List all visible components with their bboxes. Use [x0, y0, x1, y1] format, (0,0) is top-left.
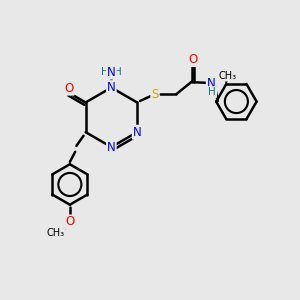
Text: S: S [151, 88, 159, 100]
Text: CH₃: CH₃ [46, 228, 65, 238]
Text: N: N [107, 140, 116, 154]
Text: O: O [65, 215, 74, 228]
Text: H: H [208, 87, 216, 97]
Text: H: H [101, 67, 109, 77]
Text: CH₃: CH₃ [219, 71, 237, 81]
Text: O: O [64, 82, 74, 95]
Text: N: N [107, 66, 116, 79]
Text: N: N [207, 76, 215, 90]
Text: N: N [133, 126, 142, 139]
Text: O: O [188, 53, 198, 66]
Text: H: H [114, 67, 122, 77]
Text: N: N [107, 81, 116, 94]
